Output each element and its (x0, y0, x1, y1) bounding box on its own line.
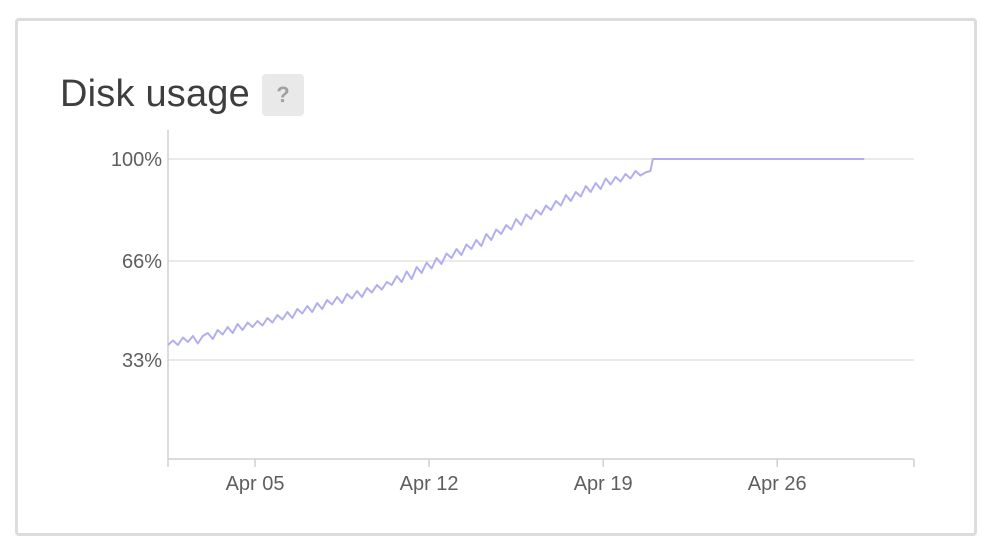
x-tick-label: Apr 05 (226, 473, 285, 495)
card-header: Disk usage ? (60, 73, 304, 116)
x-tick-label: Apr 19 (574, 473, 633, 495)
help-button[interactable]: ? (261, 73, 304, 116)
x-tick-label: Apr 12 (400, 473, 459, 495)
y-tick-label: 66% (122, 251, 162, 273)
x-tick-label: Apr 26 (748, 473, 807, 495)
disk-usage-card: Disk usage ? (15, 18, 977, 536)
card-title: Disk usage (60, 73, 250, 115)
y-tick-label: 33% (122, 350, 162, 372)
y-tick-label: 100% (111, 149, 162, 171)
series-line (167, 158, 865, 346)
